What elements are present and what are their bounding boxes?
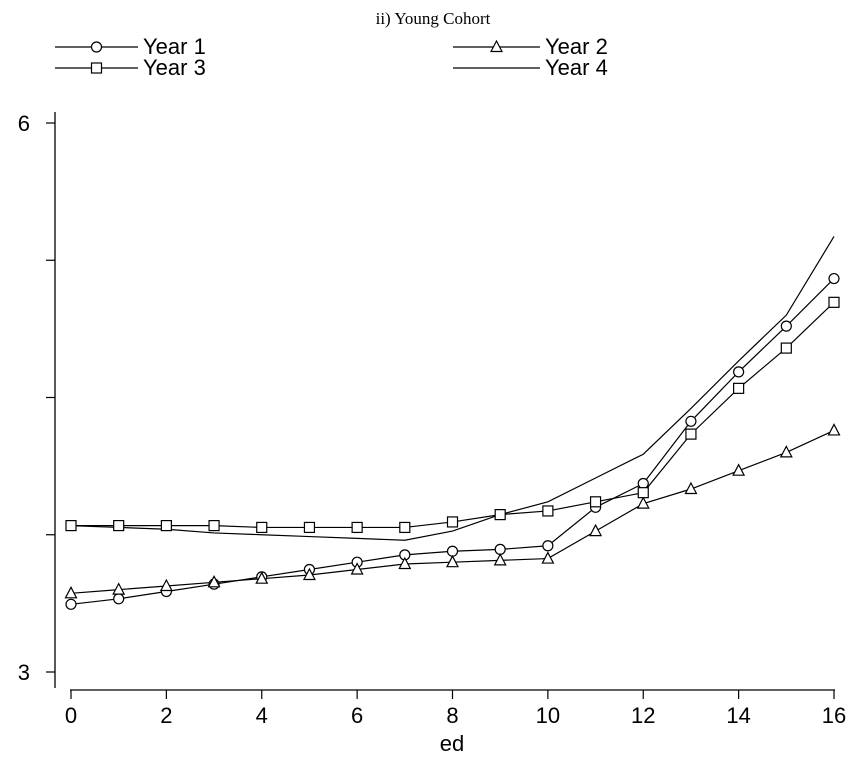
data-point xyxy=(160,519,172,532)
legend-label: Year 1 xyxy=(143,34,206,59)
x-tick-label: 6 xyxy=(351,703,363,728)
legend: Year 1 Year 2 Year 3 Year 4 xyxy=(55,34,608,80)
data-point xyxy=(398,556,412,570)
data-point xyxy=(494,543,506,555)
data-point xyxy=(780,320,792,332)
data-point xyxy=(446,545,459,557)
series-line xyxy=(70,429,835,594)
series-markers xyxy=(64,272,841,610)
legend-label: Year 4 xyxy=(545,55,608,80)
x-tick-label: 12 xyxy=(631,703,655,728)
data-point xyxy=(589,523,603,537)
data-point xyxy=(493,553,507,566)
data-point xyxy=(446,516,459,528)
data-point xyxy=(207,575,221,588)
legend-label: Year 2 xyxy=(545,34,608,59)
x-tick-label: 16 xyxy=(822,703,846,728)
y-tick-label: 6 xyxy=(18,111,30,136)
data-point xyxy=(112,582,126,595)
data-point xyxy=(350,562,364,575)
data-point xyxy=(828,272,840,285)
y-tick-label: 3 xyxy=(18,660,30,685)
data-point xyxy=(446,554,459,568)
x-tick-label: 0 xyxy=(65,703,77,728)
x-axis-label: ed xyxy=(440,731,464,756)
data-point xyxy=(684,481,698,495)
x-tick-label: 2 xyxy=(160,703,172,728)
data-point xyxy=(494,509,506,521)
axis-ticks: 0 2 4 6 8 10 12 14 16 3 6 xyxy=(18,111,846,728)
data-point xyxy=(351,521,363,534)
data-point xyxy=(208,519,220,532)
legend-marker xyxy=(90,41,103,53)
data-point xyxy=(399,521,411,534)
legend-marker xyxy=(90,62,103,74)
data-point xyxy=(636,496,650,509)
data-point xyxy=(779,445,793,458)
data-point xyxy=(64,586,78,599)
data-point xyxy=(828,296,840,308)
x-tick-label: 8 xyxy=(446,703,458,728)
data-point xyxy=(255,571,269,584)
data-point xyxy=(113,519,125,532)
data-point xyxy=(65,598,77,610)
x-tick-label: 4 xyxy=(256,703,268,728)
data-point xyxy=(542,505,554,517)
data-point xyxy=(637,487,649,499)
data-point xyxy=(542,540,554,552)
data-point xyxy=(113,593,125,605)
data-point xyxy=(159,578,173,592)
data-point xyxy=(733,382,745,394)
chart-title: ii) Young Cohort xyxy=(376,9,491,28)
series-line xyxy=(71,301,835,529)
data-point xyxy=(733,366,745,378)
legend-label: Year 3 xyxy=(143,55,206,80)
x-tick-label: 10 xyxy=(536,703,560,728)
data-point xyxy=(65,519,77,532)
data-point xyxy=(780,342,792,354)
data-point xyxy=(589,496,602,508)
data-point xyxy=(685,415,697,427)
legend-marker xyxy=(490,39,503,53)
data-point xyxy=(685,428,697,440)
data-point xyxy=(256,521,268,534)
data-point xyxy=(541,551,555,564)
data-point xyxy=(732,463,746,476)
data-point xyxy=(303,521,316,534)
data-point xyxy=(637,477,649,490)
data-point xyxy=(827,423,841,436)
data-point xyxy=(302,567,316,581)
x-tick-label: 14 xyxy=(726,703,750,728)
series-line xyxy=(70,236,835,541)
